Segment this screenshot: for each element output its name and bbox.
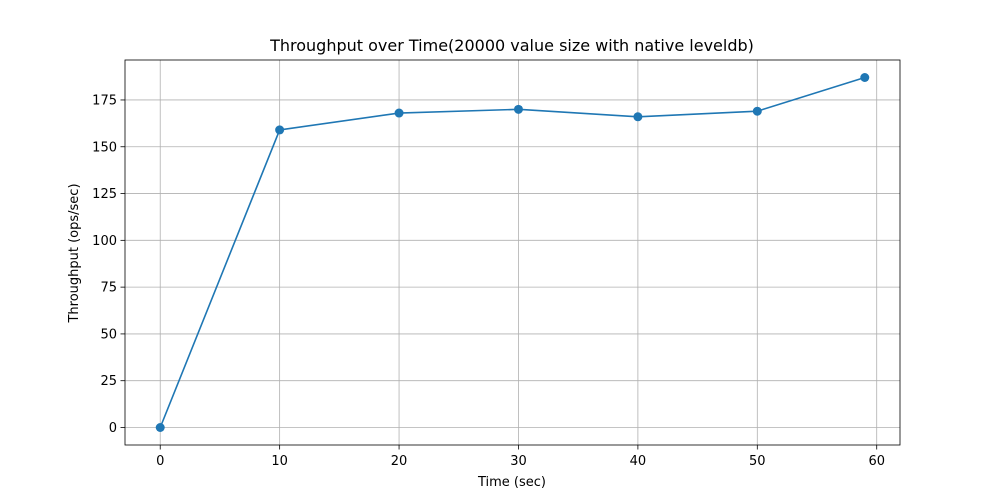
- y-tick-label: 50: [100, 327, 117, 342]
- y-tick-label: 100: [92, 234, 117, 249]
- data-point: [752, 106, 762, 116]
- x-tick-label: 10: [271, 454, 288, 469]
- x-tick-label: 60: [868, 454, 885, 469]
- data-point: [394, 108, 404, 118]
- y-tick-label: 150: [92, 140, 117, 155]
- x-tick-label: 0: [156, 454, 164, 469]
- y-tick-label: 25: [100, 374, 117, 389]
- axes: [120, 59, 901, 450]
- data-point: [275, 125, 285, 135]
- chart-title: Throughput over Time(20000 value size wi…: [269, 36, 754, 55]
- data-point: [155, 423, 165, 432]
- plot-frame: [124, 59, 901, 446]
- tick-labels: 0 10 20 30 40 50 60 0 25 50 75 100 125 150 175: [92, 93, 885, 469]
- y-tick-label: 125: [92, 187, 117, 202]
- y-axis-label: Throughput (ops/sec): [67, 183, 82, 323]
- series-layer: [155, 73, 870, 432]
- y-tick-label: 0: [109, 421, 117, 436]
- grid: [125, 60, 900, 445]
- x-tick-label: 50: [749, 454, 766, 469]
- y-tick-label: 75: [100, 281, 117, 296]
- x-axis-label: Time (sec): [477, 475, 546, 490]
- x-tick-label: 30: [510, 454, 527, 469]
- data-point: [513, 104, 523, 114]
- x-tick-label: 40: [630, 454, 647, 469]
- x-tick-label: 20: [391, 454, 408, 469]
- y-tick-label: 175: [92, 93, 117, 108]
- data-point: [633, 112, 643, 122]
- data-point: [860, 73, 870, 82]
